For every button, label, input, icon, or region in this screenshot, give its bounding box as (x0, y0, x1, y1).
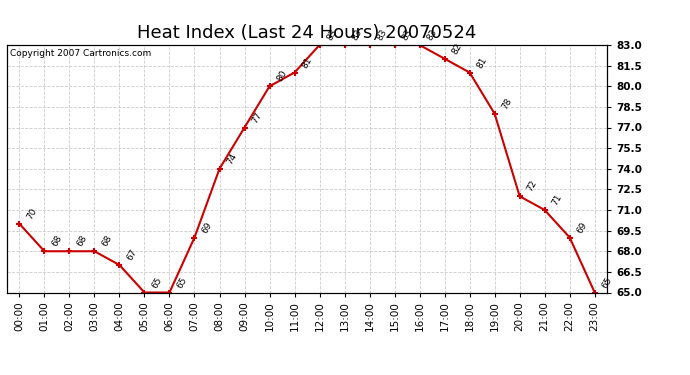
Text: 67: 67 (125, 248, 139, 262)
Text: 74: 74 (225, 152, 239, 166)
Text: 65: 65 (150, 275, 164, 290)
Text: 83: 83 (375, 28, 388, 42)
Text: 78: 78 (500, 96, 514, 111)
Text: 77: 77 (250, 110, 264, 125)
Text: 69: 69 (575, 220, 589, 235)
Text: 83: 83 (325, 28, 339, 42)
Text: 72: 72 (525, 179, 539, 194)
Text: 68: 68 (50, 234, 63, 249)
Text: Copyright 2007 Cartronics.com: Copyright 2007 Cartronics.com (10, 49, 151, 58)
Text: 69: 69 (200, 220, 214, 235)
Text: 71: 71 (550, 193, 564, 207)
Text: 82: 82 (450, 42, 464, 56)
Text: 65: 65 (175, 275, 188, 290)
Text: 68: 68 (100, 234, 114, 249)
Text: 70: 70 (25, 207, 39, 221)
Text: 68: 68 (75, 234, 88, 249)
Text: 81: 81 (300, 55, 314, 70)
Title: Heat Index (Last 24 Hours) 20070524: Heat Index (Last 24 Hours) 20070524 (137, 24, 477, 42)
Text: 81: 81 (475, 55, 489, 70)
Text: 80: 80 (275, 69, 288, 84)
Text: 83: 83 (350, 28, 364, 42)
Text: 83: 83 (425, 28, 439, 42)
Text: 65: 65 (600, 275, 614, 290)
Text: 83: 83 (400, 28, 414, 42)
